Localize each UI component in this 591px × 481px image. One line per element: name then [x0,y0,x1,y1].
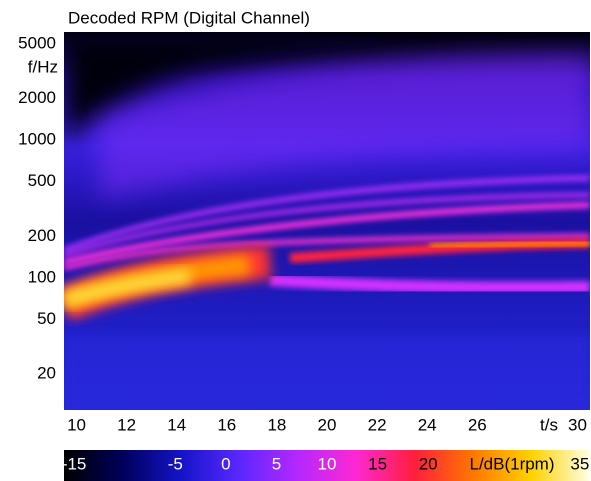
y-tick-label: 20 [37,364,56,383]
x-tick-label: 18 [267,415,286,434]
x-tick-label: 26 [468,415,487,434]
colorbar-tick-label: 35 [570,454,589,473]
y-tick-label: 1000 [18,130,56,149]
x-tick-label: 12 [117,415,136,434]
colorbar-tick-label: 5 [272,454,281,473]
x-tick-label: 14 [167,415,186,434]
colorbar-tick-label: 10 [318,454,337,473]
colorbar-tick-label: -5 [168,454,183,473]
y-tick-label: 500 [28,171,56,190]
colorbar [64,450,590,481]
x-tick-label: 16 [217,415,236,434]
x-tick-label: 30 [568,415,587,434]
y-tick-label: 100 [28,267,56,286]
colorbar-tick-label: 0 [221,454,230,473]
colorbar-tick-label: 20 [419,454,438,473]
colorbar-tick-label: -15 [62,454,87,473]
y-tick-label: 200 [28,226,56,245]
colorbar-tick-label: 15 [368,454,387,473]
y-tick-label: 2000 [18,88,56,107]
y-axis-label: f/Hz [28,57,58,76]
x-axis-label: t/s [540,415,558,434]
chart-title: Decoded RPM (Digital Channel) [68,8,310,27]
y-tick-label: 5000 [18,33,56,52]
x-tick-label: 20 [318,415,337,434]
y-tick-label: 50 [37,309,56,328]
colorbar-label: L/dB(1rpm) [469,454,554,473]
x-tick-label: 24 [418,415,437,434]
spectrogram-image [64,32,590,410]
x-tick-label: 10 [67,415,86,434]
x-tick-label: 22 [368,415,387,434]
